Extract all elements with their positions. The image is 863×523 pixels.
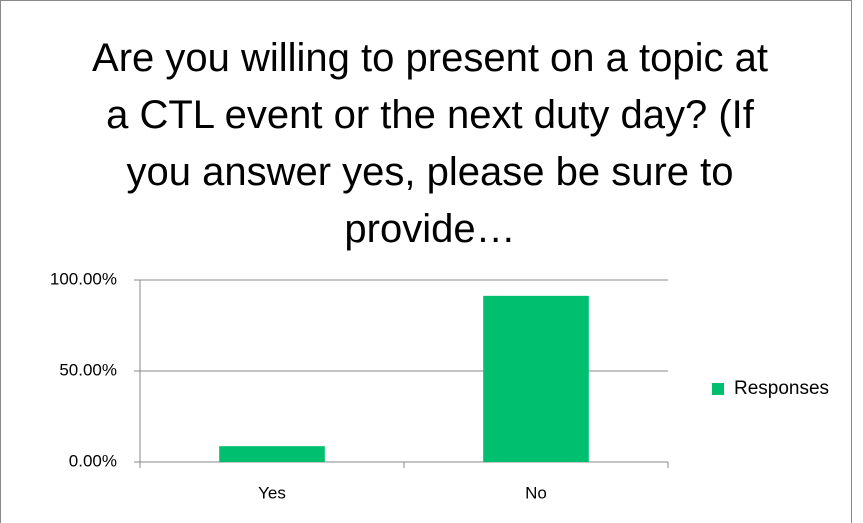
x-tick-label: Yes: [258, 483, 286, 502]
y-tick-label: 0.00%: [69, 451, 117, 470]
y-tick-label: 100.00%: [50, 269, 117, 288]
bar: [219, 446, 325, 462]
chart-title: Are you willing to present on a topic at…: [92, 36, 768, 251]
y-tick-label: 50.00%: [59, 360, 117, 379]
legend-swatch: [712, 383, 724, 395]
legend-label: Responses: [734, 378, 829, 399]
bar: [483, 295, 589, 462]
x-tick-label: No: [525, 483, 547, 502]
